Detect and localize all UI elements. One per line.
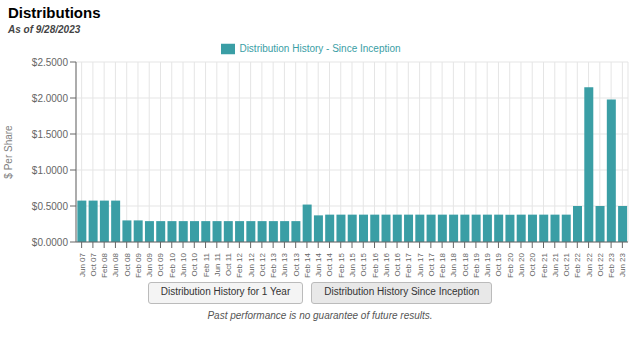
svg-text:$2.5000: $2.5000 [32,57,69,68]
svg-text:Feb 18: Feb 18 [438,252,447,277]
html-text:Distribution History - Since I: Distribution History - Since Inception [239,42,401,54]
svg-text:Jun 16: Jun 16 [382,252,391,277]
html-text:Distributions: Distributions [8,4,101,21]
svg-text:Jun 19: Jun 19 [483,252,492,277]
svg-text:Oct 17: Oct 17 [427,252,436,276]
svg-text:Jun 09: Jun 09 [145,252,154,277]
svg-text:Feb 15: Feb 15 [337,252,346,277]
svg-text:Oct 21: Oct 21 [562,252,571,276]
svg-text:$1.5000: $1.5000 [32,129,69,140]
svg-text:Oct 16: Oct 16 [393,252,402,276]
svg-text:Jun 07: Jun 07 [78,252,87,277]
svg-text:Feb 20: Feb 20 [506,252,515,277]
svg-text:Feb 23: Feb 23 [607,252,616,277]
svg-text:Jun 10: Jun 10 [179,252,188,277]
svg-text:$2.0000: $2.0000 [32,93,69,104]
svg-text:Oct 19: Oct 19 [494,252,503,276]
svg-text:Feb 22: Feb 22 [573,252,582,277]
html-text:Past performance is no guarant: Past performance is no guarantee of futu… [207,310,433,321]
svg-text:Jun 11: Jun 11 [213,252,222,276]
svg-text:Jun 08: Jun 08 [111,252,120,277]
svg-text:Oct 14: Oct 14 [325,252,334,276]
svg-text:Feb 14: Feb 14 [303,252,312,277]
svg-text:Feb 21: Feb 21 [540,252,549,277]
html-text:As of 9/28/2023: As of 9/28/2023 [8,24,81,35]
svg-text:Oct 12: Oct 12 [258,252,267,276]
svg-text:Jun 20: Jun 20 [517,252,526,277]
svg-text:Jun 12: Jun 12 [247,252,256,277]
svg-text:Oct 09: Oct 09 [156,252,165,276]
svg-text:Jun 17: Jun 17 [416,252,425,277]
html-text:Distribution History Since Inc: Distribution History Since Inception [324,286,480,297]
svg-text:Jun 14: Jun 14 [314,252,323,277]
svg-text:Jun 13: Jun 13 [280,252,289,277]
svg-text:Feb 10: Feb 10 [168,252,177,277]
html-text:Distribution History for 1 Yea: Distribution History for 1 Year [160,286,291,297]
svg-text:Oct 13: Oct 13 [292,252,301,276]
svg-text:Oct 22: Oct 22 [596,252,605,276]
svg-text:Feb 09: Feb 09 [134,252,143,277]
svg-text:Feb 19: Feb 19 [472,252,481,277]
svg-text:Jun 18: Jun 18 [449,252,458,277]
svg-text:Jun 23: Jun 23 [618,252,627,277]
svg-text:$1.0000: $1.0000 [32,165,69,176]
svg-text:Oct 11: Oct 11 [224,252,233,276]
svg-text:$0.0000: $0.0000 [32,237,69,248]
svg-text:Oct 18: Oct 18 [461,252,470,276]
svg-text:Jun 15: Jun 15 [348,252,357,277]
svg-text:Jun 22: Jun 22 [585,252,594,277]
svg-text:Oct 10: Oct 10 [190,252,199,276]
svg-text:Feb 11: Feb 11 [202,252,211,277]
svg-text:Oct 15: Oct 15 [359,252,368,276]
svg-text:Oct 07: Oct 07 [89,252,98,276]
svg-text:Oct 20: Oct 20 [528,252,537,276]
svg-text:Feb 17: Feb 17 [404,252,413,277]
svg-text:Feb 16: Feb 16 [371,252,380,277]
svg-text:Oct 08: Oct 08 [123,252,132,276]
svg-text:Feb 13: Feb 13 [269,252,278,277]
svg-text:Feb 08: Feb 08 [100,252,109,277]
svg-text:Jun 21: Jun 21 [551,252,560,277]
svg-text:Feb 12: Feb 12 [235,252,244,277]
svg-text:$0.5000: $0.5000 [32,201,69,212]
svg-text:$ Per Share: $ Per Share [8,125,14,179]
